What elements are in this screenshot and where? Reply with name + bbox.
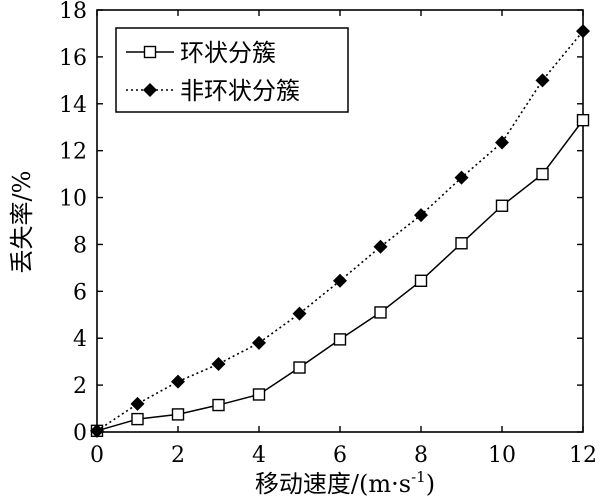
data-point	[212, 398, 225, 412]
data-point	[414, 208, 428, 223]
y-tick-label: 12	[59, 140, 87, 165]
x-tick-label: 6	[333, 443, 347, 468]
data-point	[90, 423, 104, 438]
legend-item: 环状分簇	[126, 39, 276, 67]
x-axis-title-main: 移动速度/(m·s	[255, 470, 411, 498]
x-axis-title-superscript: -1	[411, 468, 426, 486]
data-point	[373, 239, 388, 254]
y-tick-label: 4	[73, 327, 87, 352]
legend-marker	[143, 83, 157, 97]
legend-label: 非环状分簇	[180, 77, 300, 105]
data-point	[171, 374, 185, 389]
data-point	[576, 113, 590, 127]
data-point	[252, 388, 266, 401]
y-tick-label: 10	[59, 187, 87, 212]
x-tick-label: 12	[569, 443, 597, 468]
data-point	[455, 237, 468, 250]
y-tick-label: 18	[59, 0, 87, 24]
data-point	[536, 167, 549, 181]
legend-marker	[143, 45, 157, 59]
data-point	[333, 273, 347, 288]
data-point	[576, 24, 590, 39]
y-tick-label: 8	[73, 233, 87, 258]
data-point	[252, 335, 266, 350]
data-point	[454, 170, 469, 185]
y-tick-label: 16	[59, 46, 87, 71]
y-axis-title: 丢失率/%	[8, 171, 36, 274]
data-point	[211, 357, 226, 372]
x-tick-label: 0	[90, 443, 104, 468]
x-tick-label: 4	[252, 443, 266, 468]
x-axis-title: 移动速度/(m·s-1)	[255, 468, 435, 498]
series-2	[90, 24, 590, 438]
y-tick-label: 14	[59, 93, 87, 118]
data-point	[131, 412, 144, 426]
data-point	[535, 73, 550, 88]
data-point	[171, 408, 185, 421]
y-tick-label: 6	[73, 280, 87, 305]
x-tick-label: 2	[171, 443, 185, 468]
data-point	[414, 274, 428, 287]
legend-label: 环状分簇	[180, 39, 276, 67]
data-point	[374, 306, 387, 319]
y-tick-label: 2	[73, 374, 87, 399]
data-point	[495, 199, 509, 212]
data-point	[292, 306, 307, 321]
x-tick-label: 8	[414, 443, 428, 468]
legend-box	[115, 27, 349, 113]
data-point	[130, 396, 145, 411]
legend-item: 非环状分簇	[126, 77, 300, 105]
data-point	[293, 361, 306, 374]
data-point	[495, 135, 509, 150]
data-point	[333, 333, 347, 346]
x-tick-label: 10	[488, 443, 516, 468]
y-tick-label: 0	[73, 421, 87, 446]
x-axis-title-suffix: )	[426, 470, 435, 498]
